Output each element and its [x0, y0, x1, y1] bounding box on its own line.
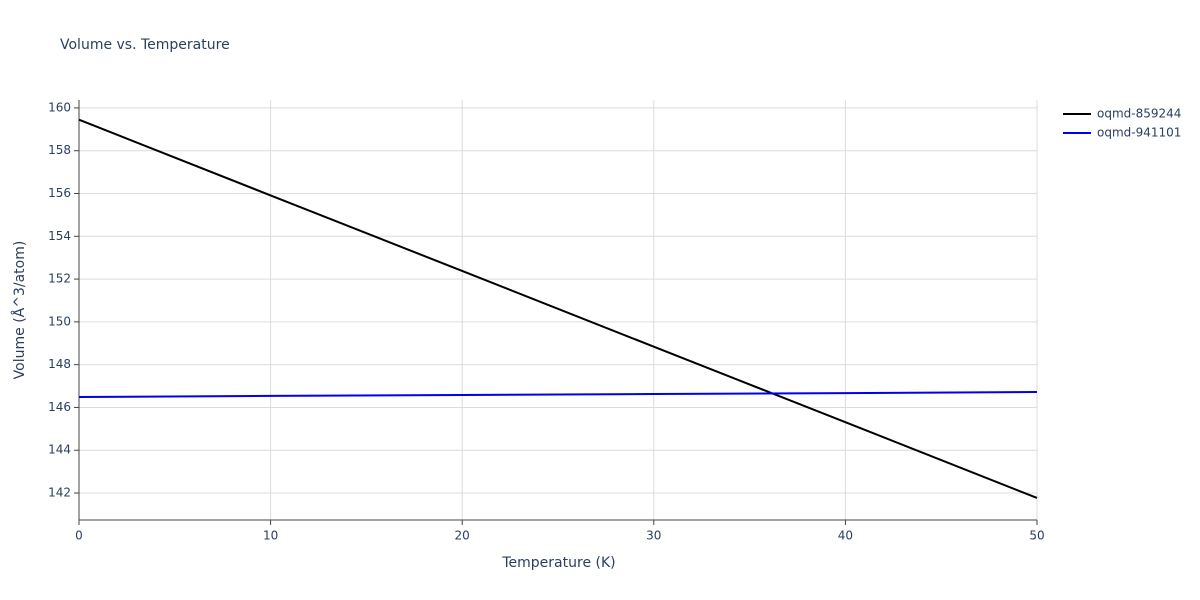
y-tick-label: 160: [48, 100, 71, 114]
y-tick-label: 150: [48, 314, 71, 328]
x-tick-label: 10: [263, 529, 278, 543]
y-tick-label: 148: [48, 357, 71, 371]
y-tick-label: 144: [48, 443, 71, 457]
y-axis-label: Volume (Å^3/atom): [11, 241, 28, 380]
x-tick-label: 20: [455, 529, 470, 543]
y-tick-label: 152: [48, 272, 71, 286]
x-tick-label: 40: [838, 529, 853, 543]
y-tick-label: 158: [48, 143, 71, 157]
y-tick-label: 142: [48, 486, 71, 500]
y-tick-label: 156: [48, 186, 71, 200]
chart-title: Volume vs. Temperature: [60, 37, 230, 53]
x-tick-label: 50: [1029, 529, 1044, 543]
line: [78, 391, 1038, 398]
y-tick-label: 154: [48, 229, 71, 243]
y-tick-label: 146: [48, 400, 71, 414]
x-tick-label: 0: [75, 529, 83, 543]
x-tick-label: 30: [646, 529, 661, 543]
legend-label: oqmd-941101: [1097, 126, 1181, 140]
legend-label: oqmd-859244: [1097, 107, 1181, 121]
x-axis-label: Temperature (K): [501, 555, 615, 571]
line: [78, 118, 1038, 499]
